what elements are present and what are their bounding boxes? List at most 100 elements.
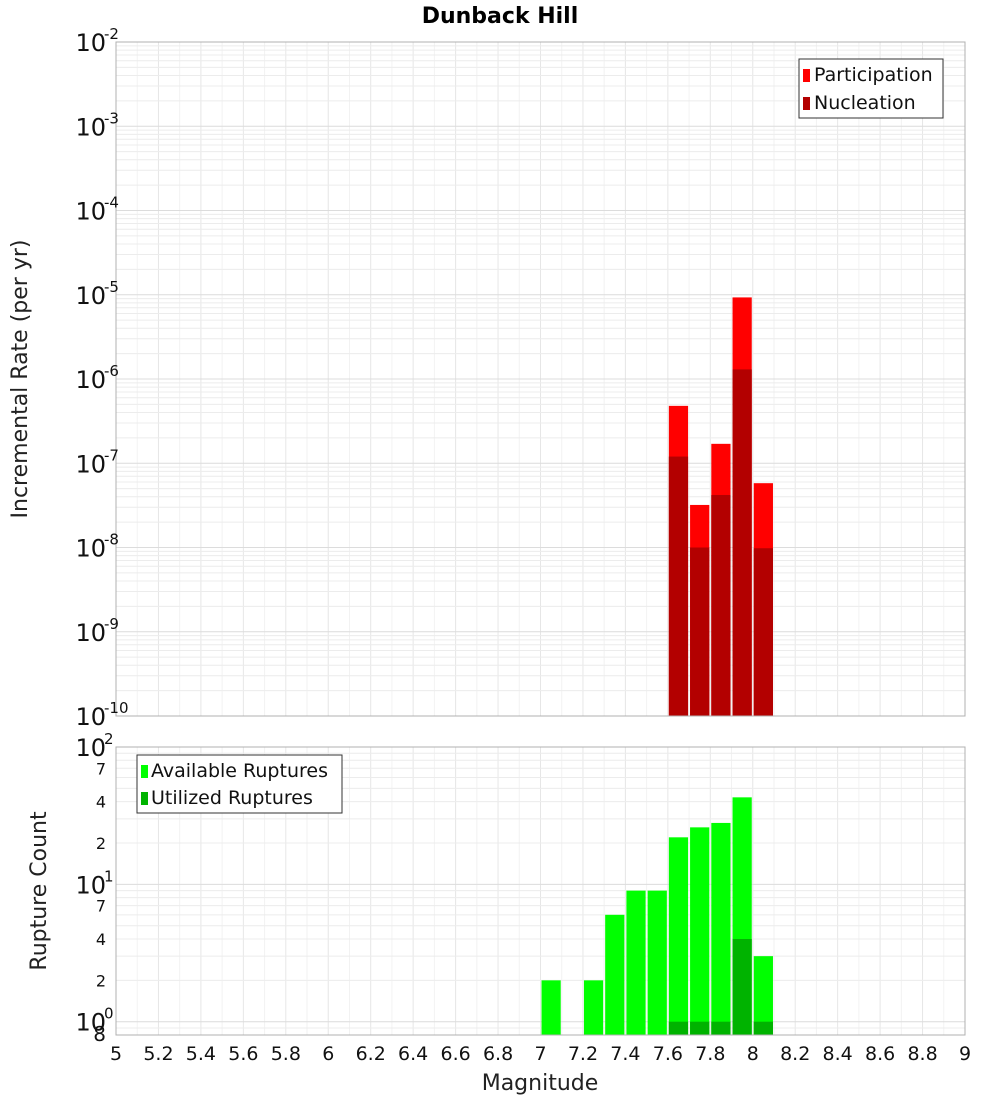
- y-tick-base: 10: [75, 113, 106, 141]
- bar-nucleation: [711, 494, 731, 716]
- bar-nucleation: [668, 456, 689, 716]
- bar-available-ruptures: [690, 827, 710, 1035]
- y-tick-label: 10-4: [75, 194, 119, 226]
- bar-utilized-ruptures: [690, 1021, 710, 1035]
- bottom-plot-border: [115, 746, 966, 1036]
- x-tick-label: 6.4: [398, 1043, 428, 1065]
- y-tick-label: 10-10: [75, 699, 128, 731]
- y-tick-label: 102: [75, 730, 113, 762]
- legend-label-utilized: Utilized Ruptures: [151, 787, 313, 809]
- x-tick-label: 5.6: [228, 1043, 258, 1065]
- y-tick-base: 10: [75, 29, 106, 57]
- y-minor-tick-label: 7: [96, 897, 106, 916]
- y-minor-tick-label: 8: [93, 1022, 106, 1046]
- y-tick-exponent: -2: [104, 25, 119, 43]
- bar-nucleation: [732, 369, 752, 716]
- y-tick-label: 10-7: [75, 446, 119, 478]
- y-tick-base: 10: [75, 198, 106, 226]
- legend-box-bottom: [136, 754, 343, 814]
- y-tick-exponent: -10: [104, 699, 129, 717]
- y-tick-label: 10-5: [75, 278, 119, 310]
- y-minor-tick-label: 2: [96, 834, 106, 853]
- y-tick-base: 10: [75, 366, 106, 394]
- y-minor-tick-label: 7: [96, 759, 106, 778]
- y-tick-base: 10: [75, 619, 106, 647]
- bar-utilized-ruptures: [732, 939, 752, 1035]
- bar-utilized-ruptures: [753, 1021, 773, 1035]
- x-tick-label: 7: [534, 1043, 546, 1065]
- y-tick-exponent: -9: [104, 615, 119, 633]
- x-tick-label: 7.6: [653, 1043, 683, 1065]
- chart-title: Dunback Hill: [422, 4, 579, 29]
- y-tick-label: 10-6: [75, 362, 119, 394]
- legend-label-participation: Participation: [814, 64, 933, 86]
- y-tick-label: 10-2: [75, 25, 119, 57]
- y-tick-base: 10: [75, 450, 106, 478]
- legend-swatch-available: [141, 765, 148, 778]
- x-tick-label: 6.6: [440, 1043, 470, 1065]
- y-tick-exponent: -5: [104, 278, 119, 296]
- bar-available-ruptures: [541, 980, 561, 1035]
- y-tick-base: 10: [75, 535, 106, 563]
- legend-swatch-utilized: [141, 792, 148, 805]
- x-tick-label: 6.8: [483, 1043, 513, 1065]
- y-tick-base: 10: [75, 871, 106, 899]
- y-tick-exponent: -6: [104, 362, 119, 380]
- bar-utilized-ruptures: [711, 1021, 731, 1035]
- top-y-axis-label: Incremental Rate (per yr): [8, 240, 33, 519]
- y-tick-base: 10: [75, 703, 106, 731]
- y-tick-exponent: 0: [104, 1005, 114, 1023]
- x-tick-label: 8.8: [907, 1043, 937, 1065]
- x-tick-label: 5.2: [143, 1043, 173, 1065]
- bar-available-ruptures: [711, 822, 731, 1035]
- x-tick-label: 9: [959, 1043, 971, 1065]
- bar-nucleation: [690, 547, 710, 716]
- y-tick-exponent: 2: [104, 730, 114, 748]
- x-tick-label: 8.4: [823, 1043, 853, 1065]
- legend-swatch-participation: [803, 69, 810, 82]
- bar-available-ruptures: [647, 890, 667, 1035]
- legend-label-available: Available Ruptures: [151, 760, 328, 782]
- y-minor-tick-label: 2: [96, 971, 106, 990]
- bar-utilized-ruptures: [668, 1021, 689, 1035]
- legend-label-nucleation: Nucleation: [814, 92, 916, 114]
- bar-available-ruptures: [626, 890, 646, 1035]
- bar-nucleation: [753, 548, 773, 716]
- y-tick-exponent: -4: [104, 194, 119, 212]
- y-tick-label: 101: [75, 867, 113, 899]
- legend-box-top: [798, 58, 944, 119]
- x-tick-label: 5.4: [186, 1043, 216, 1065]
- y-minor-tick-label: 4: [96, 793, 106, 812]
- y-tick-label: 10-9: [75, 615, 119, 647]
- y-tick-base: 10: [75, 282, 106, 310]
- bar-available-ruptures: [753, 956, 773, 1035]
- y-tick-label: 10-3: [75, 109, 119, 141]
- bar-available-ruptures: [583, 980, 604, 1035]
- x-tick-label: 7.2: [568, 1043, 598, 1065]
- y-tick-base: 10: [75, 1009, 106, 1037]
- x-tick-label: 8: [747, 1043, 759, 1065]
- y-tick-exponent: -3: [104, 109, 119, 127]
- y-tick-base: 10: [75, 734, 106, 762]
- x-tick-label: 8.6: [865, 1043, 895, 1065]
- bottom-y-axis-label: Rupture Count: [27, 811, 52, 971]
- legend-swatch-nucleation: [803, 97, 810, 110]
- x-tick-label: 6: [322, 1043, 334, 1065]
- x-tick-label: 5.8: [271, 1043, 301, 1065]
- y-tick-exponent: -7: [104, 446, 119, 464]
- y-tick-label: 10-8: [75, 531, 119, 563]
- top-plot-border: [115, 41, 966, 717]
- bar-available-ruptures: [605, 914, 625, 1035]
- bar-available-ruptures: [668, 837, 689, 1035]
- y-tick-exponent: -8: [104, 531, 119, 549]
- x-tick-label: 7.4: [610, 1043, 640, 1065]
- y-minor-tick-label: 4: [96, 930, 106, 949]
- x-tick-label: 6.2: [356, 1043, 386, 1065]
- x-tick-label: 5: [110, 1043, 122, 1065]
- y-tick-label: 100: [75, 1005, 113, 1037]
- x-tick-label: 8.2: [780, 1043, 810, 1065]
- x-tick-label: 7.8: [695, 1043, 725, 1065]
- x-axis-label: Magnitude: [482, 1071, 599, 1096]
